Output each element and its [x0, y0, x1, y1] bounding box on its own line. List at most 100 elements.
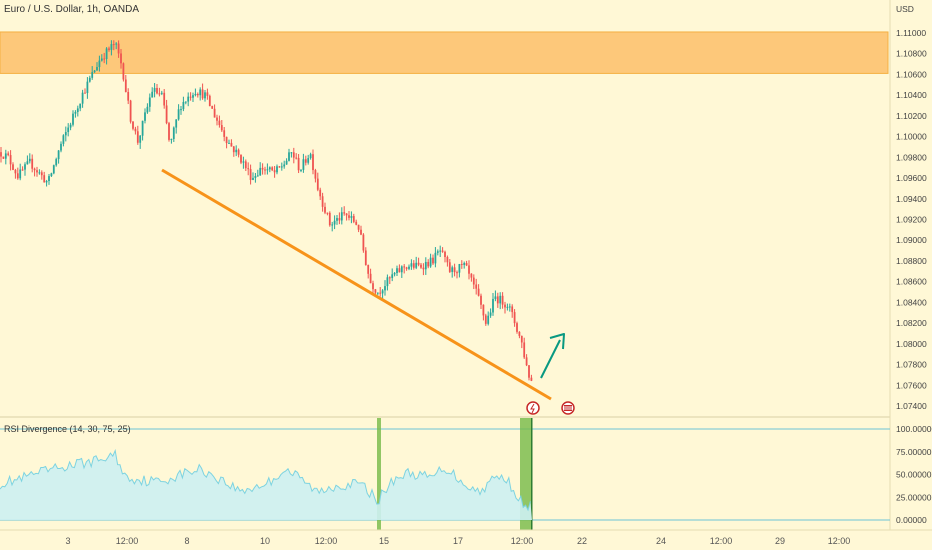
candle	[134, 126, 137, 135]
candle-body	[393, 273, 396, 275]
candle-body	[196, 93, 199, 96]
candle-body	[434, 252, 437, 264]
candle	[261, 163, 264, 175]
candle-body	[463, 263, 466, 265]
candle	[357, 224, 360, 233]
candle-body	[408, 266, 410, 269]
candle-body	[453, 267, 456, 273]
price-axis	[890, 0, 932, 530]
candle	[72, 110, 74, 127]
candle-body	[513, 312, 516, 324]
price-tick-label: 1.07400	[896, 401, 927, 411]
candle-body	[312, 154, 314, 171]
candle	[81, 89, 84, 108]
candle	[127, 88, 130, 105]
candle	[276, 164, 278, 175]
candle	[463, 261, 466, 269]
candle	[343, 206, 346, 216]
candle-body	[187, 96, 190, 102]
candle	[194, 88, 197, 97]
candle	[247, 162, 250, 176]
candle-body	[314, 170, 317, 179]
projection-arrow-icon	[540, 339, 561, 379]
candle-body	[33, 168, 36, 171]
candle	[9, 150, 12, 171]
candle	[321, 192, 324, 212]
candle	[415, 256, 418, 270]
candle-body	[100, 58, 103, 61]
candle	[518, 331, 521, 339]
candle-body	[309, 154, 312, 159]
candle-body	[278, 166, 281, 168]
candle	[86, 77, 89, 99]
candle	[124, 74, 127, 93]
rsi-current-marker	[531, 418, 533, 530]
candle-body	[60, 143, 62, 151]
candle	[199, 87, 202, 101]
candle	[427, 259, 430, 269]
candle	[12, 162, 14, 171]
candle-body	[165, 105, 168, 124]
candle	[249, 164, 252, 185]
candle-body	[369, 273, 372, 284]
candle	[242, 156, 245, 169]
candle-body	[57, 150, 60, 160]
candle	[350, 211, 353, 224]
rsi-divergence-band	[377, 418, 381, 530]
trendline	[161, 168, 552, 401]
candle-body	[504, 304, 506, 308]
time-tick-label: 29	[775, 536, 785, 546]
candle	[290, 151, 293, 158]
candle-body	[348, 215, 350, 218]
candle-body	[21, 169, 24, 171]
candle	[156, 84, 158, 95]
candle	[232, 145, 235, 157]
candle	[477, 284, 480, 297]
candle	[211, 105, 214, 109]
candle	[400, 265, 403, 278]
candle-body	[79, 103, 82, 109]
candle	[417, 257, 420, 267]
candle	[76, 105, 79, 117]
candle-body	[31, 158, 34, 169]
candle	[108, 46, 110, 52]
candle	[141, 120, 144, 141]
candle	[0, 146, 2, 163]
candle-body	[460, 264, 463, 266]
candle-body	[264, 169, 266, 171]
candle	[36, 166, 38, 177]
candle-body	[72, 113, 74, 125]
price-tick-label: 1.10200	[896, 111, 927, 121]
candle	[338, 212, 341, 225]
time-tick-label: 15	[379, 536, 389, 546]
candle	[424, 257, 427, 275]
price-tick-label: 1.07600	[896, 380, 927, 390]
candle-body	[134, 128, 137, 132]
price-tick-label: 1.07800	[896, 360, 927, 370]
candle-body	[374, 289, 377, 293]
candle	[309, 152, 312, 160]
candle-body	[108, 48, 110, 50]
candle-body	[261, 167, 264, 170]
candle	[96, 62, 98, 71]
candle-body	[177, 109, 180, 120]
candle	[26, 155, 29, 165]
candle	[523, 337, 526, 359]
candle-body	[381, 290, 384, 294]
candle	[487, 311, 490, 326]
candle-body	[520, 335, 523, 343]
candle	[187, 92, 190, 107]
candle-body	[441, 250, 444, 252]
candle	[475, 278, 478, 295]
candle	[115, 42, 118, 50]
candle	[364, 247, 367, 266]
candle	[374, 288, 377, 295]
candle-body	[487, 315, 490, 324]
candle-body	[4, 153, 7, 159]
candle	[67, 123, 70, 137]
candle-body	[518, 331, 521, 336]
candle	[165, 99, 168, 125]
candle	[511, 304, 514, 318]
candle-body	[28, 158, 31, 162]
